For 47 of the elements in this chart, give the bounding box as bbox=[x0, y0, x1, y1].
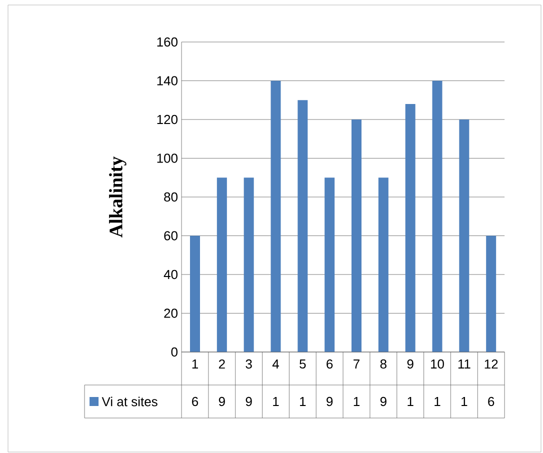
x-tick-label: 6 bbox=[326, 359, 333, 369]
y-tick-label: 100 bbox=[157, 154, 178, 163]
x-tick-label: 5 bbox=[300, 359, 306, 369]
text: 9 bbox=[218, 396, 225, 406]
text: 9 bbox=[326, 396, 333, 406]
x-tick-label: 2 bbox=[218, 359, 225, 369]
y-tick-label: 80 bbox=[164, 192, 178, 202]
text: 6 bbox=[192, 396, 198, 406]
bar bbox=[324, 178, 335, 352]
x-tick-label: 7 bbox=[354, 360, 360, 368]
text: 9 bbox=[246, 396, 252, 406]
y-axis-title: Alkalinity bbox=[109, 156, 126, 238]
x-tick-label: 12 bbox=[484, 359, 498, 369]
x-tick-label: 1 bbox=[192, 360, 198, 368]
x-tick-label: 4 bbox=[272, 360, 279, 368]
text: 1 bbox=[462, 397, 468, 406]
text: 6 bbox=[488, 396, 494, 406]
text: 9 bbox=[380, 396, 386, 406]
bar bbox=[432, 80, 442, 352]
text: 1 bbox=[408, 397, 414, 406]
text: 1 bbox=[434, 397, 440, 406]
bar bbox=[190, 236, 200, 352]
bar bbox=[486, 236, 496, 352]
bar bbox=[298, 100, 308, 352]
legend-label: Vi at sites bbox=[102, 396, 158, 406]
bar bbox=[405, 104, 416, 352]
x-tick-label: 8 bbox=[380, 359, 386, 369]
x-tick-label: 11 bbox=[458, 360, 470, 368]
y-tick-label: 20 bbox=[164, 308, 178, 318]
text: 1 bbox=[300, 397, 306, 406]
bar bbox=[244, 178, 254, 352]
y-tick-label: 40 bbox=[164, 270, 178, 280]
x-tick-label: 9 bbox=[407, 359, 414, 369]
text: 1 bbox=[354, 397, 360, 406]
bar bbox=[216, 178, 227, 352]
y-tick-label: 0 bbox=[171, 347, 178, 357]
text: 1 bbox=[273, 397, 279, 406]
bar bbox=[459, 119, 470, 352]
y-tick-label: 60 bbox=[164, 231, 178, 240]
bar bbox=[270, 80, 281, 352]
bar bbox=[352, 119, 362, 352]
x-tick-label: 3 bbox=[246, 359, 252, 369]
y-tick-label: 120 bbox=[157, 114, 178, 124]
y-tick-label: 160 bbox=[157, 37, 178, 47]
y-tick-label: 140 bbox=[157, 76, 178, 86]
bar bbox=[378, 178, 388, 352]
x-tick-label: 10 bbox=[431, 359, 444, 369]
